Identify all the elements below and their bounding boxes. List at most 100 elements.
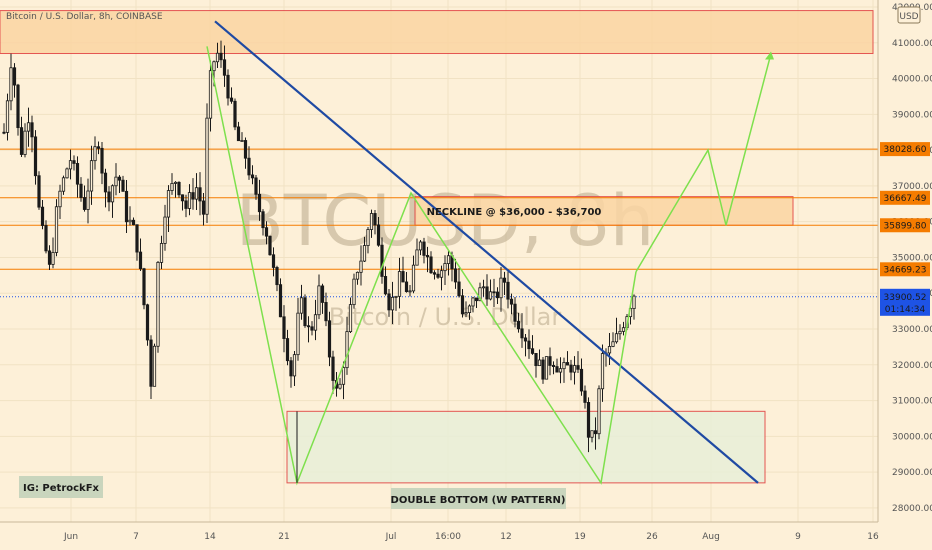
candle — [26, 107, 31, 147]
candle-body — [558, 368, 563, 373]
candle-body — [250, 174, 255, 179]
candle-body — [509, 298, 514, 305]
candle — [19, 116, 24, 158]
x-tick-label: Aug — [702, 532, 720, 542]
candle-body — [600, 353, 605, 390]
y-tick-label: 39000.00 — [892, 110, 932, 120]
candle — [397, 257, 402, 309]
candle-body — [26, 122, 31, 132]
candle — [5, 93, 10, 141]
pattern-label: DOUBLE BOTTOM (W PATTERN) — [391, 495, 566, 506]
candle-body — [338, 383, 342, 389]
candle-body — [320, 285, 325, 303]
candle-body — [408, 290, 412, 293]
candle-body — [502, 277, 507, 283]
x-tick-label: Jul — [385, 532, 397, 542]
candle — [254, 175, 258, 200]
candle-body — [373, 213, 377, 226]
candle-body — [383, 276, 388, 295]
candle — [296, 297, 300, 361]
candle-body — [156, 261, 160, 347]
candle — [30, 115, 34, 153]
candle — [156, 261, 160, 353]
candle-body — [208, 70, 213, 119]
candle — [23, 123, 27, 158]
candle-body — [576, 365, 580, 370]
candle-body — [565, 362, 570, 366]
candle-body — [58, 190, 62, 208]
candle — [355, 271, 360, 285]
candle — [152, 343, 157, 387]
candle-body — [534, 353, 538, 367]
candle — [327, 311, 332, 367]
candle-body — [103, 172, 108, 193]
candle-body — [541, 359, 545, 380]
candle — [61, 175, 66, 195]
candle — [219, 40, 223, 68]
candle-body — [457, 281, 461, 297]
candle-body — [110, 185, 115, 203]
y-tick-label: 30000.00 — [892, 432, 932, 442]
candle-body — [100, 147, 104, 174]
candle-body — [163, 216, 167, 244]
candle — [47, 245, 52, 271]
candle-body — [236, 126, 241, 142]
candle — [530, 335, 535, 355]
x-tick-label: 14 — [204, 532, 216, 542]
candle-body — [296, 312, 300, 356]
candle-body — [439, 270, 444, 278]
candle — [562, 357, 566, 383]
candle-body — [404, 281, 409, 293]
candle-body — [124, 190, 129, 223]
candle-body — [261, 211, 265, 229]
candle-body — [177, 181, 181, 196]
candle-body — [618, 330, 622, 335]
candle-body — [152, 345, 157, 387]
candle-body — [142, 268, 146, 306]
candle-body — [453, 268, 458, 283]
candle-body — [425, 254, 430, 258]
candle — [82, 185, 87, 212]
candle — [401, 256, 405, 283]
candle — [632, 294, 636, 320]
candle-body — [523, 337, 528, 342]
candle-body — [590, 430, 594, 438]
candle-body — [219, 52, 223, 61]
candle-body — [488, 291, 493, 300]
candle-body — [30, 122, 34, 138]
candle-body — [79, 183, 83, 198]
candle — [460, 288, 465, 318]
candle-body — [303, 297, 307, 327]
candle-body — [579, 368, 584, 392]
candle — [352, 273, 356, 309]
candle-body — [243, 140, 248, 159]
candle-body — [51, 252, 55, 265]
y-tick-label: 28000.00 — [892, 504, 932, 514]
currency-badge[interactable]: USD — [897, 6, 921, 24]
candle — [324, 292, 328, 327]
candle — [75, 156, 80, 198]
candle — [184, 194, 188, 218]
candle — [201, 192, 206, 226]
time-axis[interactable]: Jun 7 14 21 Jul 16:00 12 19 26 Aug 9 16 — [0, 521, 932, 550]
candle-body — [282, 316, 286, 339]
y-tick-label: 33000.00 — [892, 325, 932, 335]
candle — [145, 303, 150, 346]
author-label: IG: PetrockFx — [23, 483, 100, 494]
candle — [341, 361, 346, 400]
candle — [282, 305, 286, 353]
candle — [471, 296, 475, 313]
candle — [177, 181, 181, 198]
candle-body — [194, 187, 199, 200]
candle-body — [562, 362, 566, 370]
candle — [506, 269, 510, 309]
candle — [107, 186, 111, 212]
price-axis[interactable]: 28000.00 29000.00 30000.00 31000.00 32000.00… — [877, 0, 932, 522]
projection-arrow — [765, 51, 774, 60]
candle — [527, 329, 531, 359]
candle — [268, 235, 272, 256]
candle-body — [254, 177, 258, 195]
y-tick-label: 31000.00 — [892, 397, 932, 407]
candle-body — [107, 191, 111, 203]
